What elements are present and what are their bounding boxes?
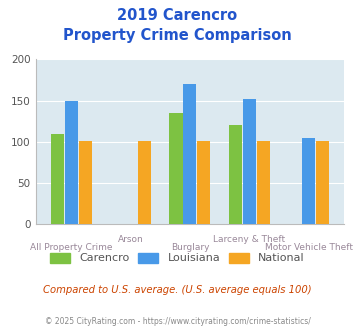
Bar (302, 138, 315, 224)
Text: Motor Vehicle Theft: Motor Vehicle Theft (265, 244, 353, 252)
Text: Larceny & Theft: Larceny & Theft (213, 235, 285, 244)
Bar (229, 125, 242, 224)
Bar (243, 99, 256, 224)
Text: All Property Crime: All Property Crime (30, 244, 113, 252)
Legend: Carencro, Louisiana, National: Carencro, Louisiana, National (47, 249, 308, 267)
Text: Burglary: Burglary (171, 244, 209, 252)
Bar (197, 141, 211, 224)
Text: Property Crime Comparison: Property Crime Comparison (63, 28, 292, 43)
Bar (184, 84, 196, 224)
Bar (51, 134, 64, 224)
Text: Arson: Arson (118, 235, 143, 244)
Bar (257, 141, 270, 224)
Text: 2019 Carencro: 2019 Carencro (118, 8, 237, 23)
Bar (316, 141, 329, 224)
Bar (138, 141, 151, 224)
Bar (65, 101, 78, 224)
Text: Compared to U.S. average. (U.S. average equals 100): Compared to U.S. average. (U.S. average … (43, 285, 312, 295)
Bar (78, 141, 92, 224)
Bar (169, 113, 182, 224)
Text: © 2025 CityRating.com - https://www.cityrating.com/crime-statistics/: © 2025 CityRating.com - https://www.city… (45, 317, 310, 326)
